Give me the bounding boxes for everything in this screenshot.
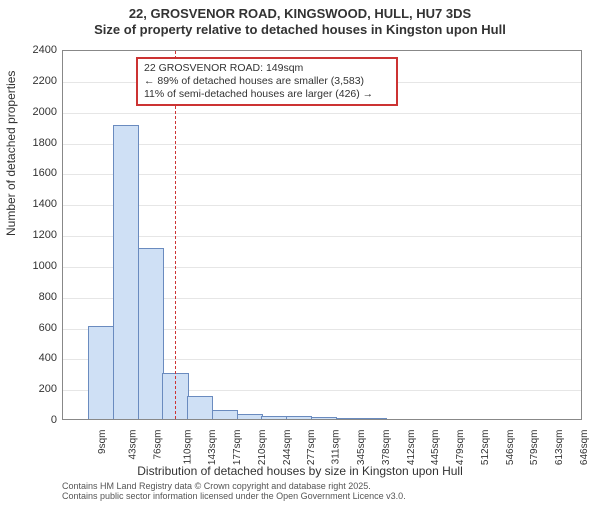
histogram-bar	[311, 417, 337, 419]
x-tick-label: 76sqm	[152, 430, 163, 460]
x-tick-label: 579sqm	[529, 430, 540, 466]
x-tick-label: 345sqm	[356, 430, 367, 466]
x-axis-title: Distribution of detached houses by size …	[0, 464, 600, 478]
y-tick-label: 1000	[17, 260, 57, 272]
y-tick-label: 1600	[17, 167, 57, 179]
y-tick-label: 2400	[17, 44, 57, 56]
histogram-bar	[286, 416, 312, 419]
x-tick-label: 378sqm	[381, 430, 392, 466]
footer-line-2: Contains public sector information licen…	[62, 492, 406, 502]
y-tick-label: 1800	[17, 137, 57, 149]
x-tick-label: 210sqm	[257, 430, 268, 466]
gridline	[63, 236, 581, 237]
chart-container: 22, GROSVENOR ROAD, KINGSWOOD, HULL, HU7…	[0, 6, 600, 506]
histogram-bar	[360, 418, 386, 419]
histogram-bar	[212, 410, 238, 419]
y-tick-label: 800	[17, 291, 57, 303]
histogram-bar	[261, 416, 287, 419]
gridline	[63, 205, 581, 206]
x-tick-label: 277sqm	[307, 430, 318, 466]
y-tick-label: 1400	[17, 198, 57, 210]
x-tick-label: 512sqm	[480, 430, 491, 466]
histogram-bar	[138, 248, 164, 419]
x-tick-label: 613sqm	[554, 430, 565, 466]
y-tick-label: 400	[17, 352, 57, 364]
y-tick-label: 2000	[17, 106, 57, 118]
plot-box: 22 GROSVENOR ROAD: 149sqm← 89% of detach…	[62, 50, 582, 420]
x-tick-label: 646sqm	[579, 430, 590, 466]
gridline	[63, 174, 581, 175]
y-tick-label: 1200	[17, 229, 57, 241]
histogram-bar	[237, 414, 263, 419]
callout-line-2: ← 89% of detached houses are smaller (3,…	[144, 75, 390, 88]
x-tick-label: 43sqm	[128, 430, 139, 460]
y-tick-label: 0	[17, 414, 57, 426]
histogram-bar	[113, 125, 139, 419]
x-tick-label: 143sqm	[208, 430, 219, 466]
x-tick-label: 546sqm	[505, 430, 516, 466]
histogram-bar	[88, 326, 114, 420]
x-tick-label: 110sqm	[182, 430, 193, 465]
x-tick-label: 311sqm	[331, 430, 342, 465]
x-tick-label: 9sqm	[97, 430, 108, 454]
gridline	[63, 113, 581, 114]
y-tick-label: 200	[17, 383, 57, 395]
histogram-bar	[187, 396, 213, 419]
histogram-bar	[336, 418, 362, 419]
x-tick-label: 445sqm	[430, 430, 441, 466]
footer-attribution: Contains HM Land Registry data © Crown c…	[62, 482, 406, 502]
callout-line-1: 22 GROSVENOR ROAD: 149sqm	[144, 62, 390, 75]
y-tick-label: 600	[17, 322, 57, 334]
gridline	[63, 144, 581, 145]
callout-box: 22 GROSVENOR ROAD: 149sqm← 89% of detach…	[136, 57, 398, 106]
y-axis-title: Number of detached properties	[4, 71, 18, 236]
y-tick-label: 2200	[17, 75, 57, 87]
callout-line-3: 11% of semi-detached houses are larger (…	[144, 88, 390, 101]
title-address: 22, GROSVENOR ROAD, KINGSWOOD, HULL, HU7…	[0, 6, 600, 21]
x-tick-label: 412sqm	[406, 430, 417, 466]
x-tick-label: 244sqm	[282, 430, 293, 466]
title-subtitle: Size of property relative to detached ho…	[0, 22, 600, 37]
plot-area: 22 GROSVENOR ROAD: 149sqm← 89% of detach…	[62, 50, 582, 420]
x-tick-label: 177sqm	[232, 430, 243, 466]
x-tick-label: 479sqm	[455, 430, 466, 466]
